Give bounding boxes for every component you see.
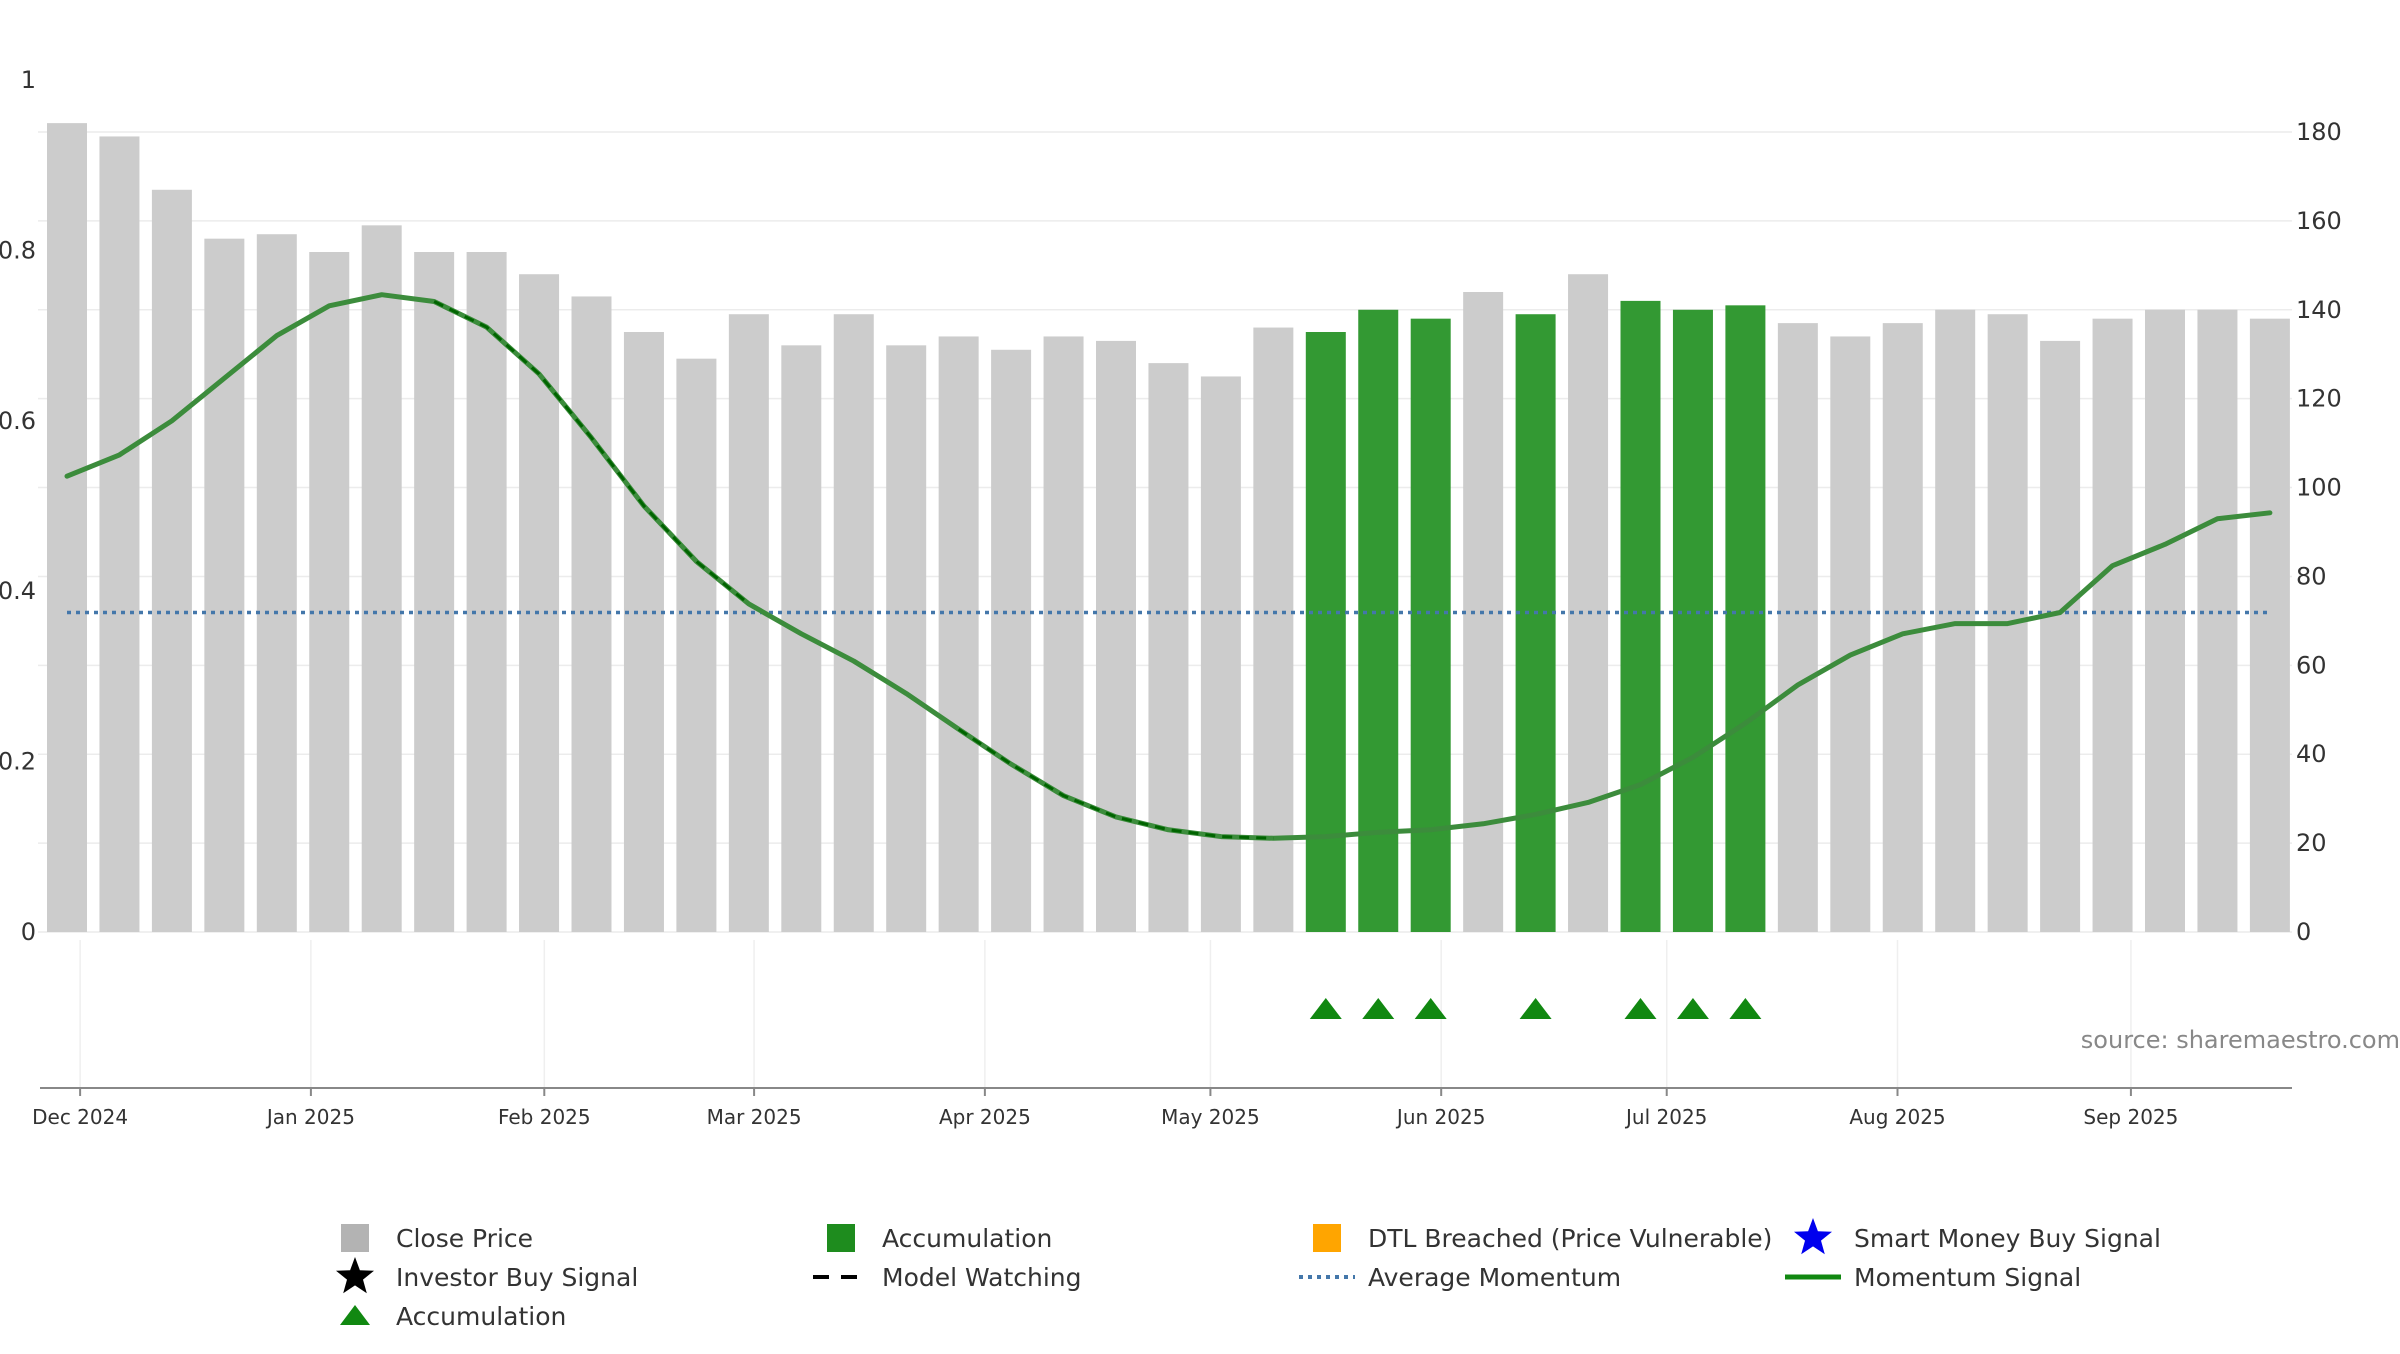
legend-label: Model Watching [882,1263,1082,1292]
momentum-signal-line [64,292,2273,841]
right-axis-tick-label: 120 [2296,385,2342,413]
close-price-bar [1777,323,1818,933]
accumulation-triangle-icon [1519,998,1552,1019]
accumulation-triangle-icon [1676,998,1709,1019]
x-axis-tick-label: Jan 2025 [265,1105,355,1129]
close-price-bar [623,332,664,932]
legend-label: Close Price [396,1224,533,1253]
right-axis-tick-label: 0 [2296,918,2311,946]
x-axis-tick-label: Jun 2025 [1395,1105,1486,1129]
close-price-bar [886,345,927,932]
accumulation-bar [1672,309,1713,932]
legend-label: Momentum Signal [1854,1263,2081,1292]
close-price-bar [1253,327,1294,932]
close-price-bar [1043,336,1084,932]
legend-green-triangle-icon [340,1305,370,1325]
close-price-bar [1882,323,1923,933]
close-price-bar [1568,274,1609,932]
right-axis-tick-label: 40 [2296,740,2327,768]
x-axis-tick-label: Feb 2025 [498,1105,591,1129]
legend: Close Price Accumulation DTL Breached (Pri… [336,1218,2161,1331]
close-price-bar [2040,340,2081,932]
legend-close-price-swatch [341,1224,369,1252]
legend-label: DTL Breached (Price Vulnerable) [1368,1224,1772,1253]
x-axis-tick-label: Aug 2025 [1849,1105,1945,1129]
accumulation-bar [1725,305,1766,932]
x-axis-tick-label: Mar 2025 [707,1105,802,1129]
x-axis-tick-label: Dec 2024 [32,1105,128,1129]
x-axis-tick-label: Jul 2025 [1624,1105,1707,1129]
close-price-bar [466,252,507,932]
legend-label: Investor Buy Signal [396,1263,638,1292]
accumulation-triangle-icon [1309,998,1342,1019]
close-price-bar [728,314,769,932]
legend-label: Average Momentum [1368,1263,1621,1292]
left-axis-tick-label: 0.8 [0,236,36,264]
accumulation-markers [1309,998,1762,1019]
left-axis-tick-label: 0 [21,918,36,946]
accumulation-triangle-icon [1729,998,1762,1019]
close-price-bar [519,274,560,932]
right-axis-tick-label: 160 [2296,207,2342,235]
x-axis-tick-label: Apr 2025 [939,1105,1031,1129]
accumulation-bar [1358,309,1399,932]
right-axis-tick-label: 60 [2296,651,2327,679]
left-axis-tick-label: 0.4 [0,577,36,605]
source-label: source: sharemaestro.com [2081,1026,2400,1054]
right-axis-tick-label: 100 [2296,474,2342,502]
left-axis-tick-label: 0.2 [0,748,36,776]
close-price-bar [47,123,87,933]
legend-accumulation-swatch [827,1224,855,1252]
right-axis-tick-label: 140 [2296,296,2342,324]
close-price-bar [2249,318,2290,933]
close-price-bar [1148,363,1189,933]
close-price-bar [938,336,979,932]
close-price-bars [47,123,2290,933]
close-price-bar [414,252,455,932]
close-price-bar [833,314,874,932]
legend-blue-star-icon [1794,1218,1832,1255]
accumulation-bar [1620,300,1661,932]
right-axis-tick-label: 80 [2296,562,2327,590]
close-price-bar [1830,336,1871,932]
legend-black-star-icon [336,1257,374,1294]
close-price-bar [256,234,297,932]
accumulation-triangle-icon [1414,998,1447,1019]
close-price-bar [1096,340,1136,932]
close-price-bar [204,238,245,932]
x-axis-tick-label: Sep 2025 [2083,1105,2178,1129]
right-axis-tick-label: 180 [2296,118,2342,146]
close-price-bar [361,225,402,933]
model-watching-dashed-segment [433,300,750,606]
accumulation-bar [1305,332,1346,932]
axes: 0 0.2 0.4 0.6 0.8 1 0 20 40 60 80 100 120 140 160 180 De… [0,66,2342,1129]
close-price-bar [2092,318,2133,933]
close-price-bar [99,136,140,932]
close-price-bar [991,349,1032,932]
close-price-bar [1200,376,1241,932]
close-price-bar [2197,309,2238,932]
right-axis-tick-label: 20 [2296,829,2327,857]
accumulation-bar [1410,318,1451,933]
legend-label: Accumulation [882,1224,1052,1253]
close-price-bar [2145,309,2185,932]
left-axis-tick-label: 1 [21,66,36,94]
legend-label: Smart Money Buy Signal [1854,1224,2161,1253]
close-price-bar [676,358,717,933]
x-axis-tick-label: May 2025 [1161,1105,1260,1129]
legend-dtl-swatch [1313,1224,1341,1252]
close-price-bar [151,189,192,932]
accumulation-bar [1515,314,1556,932]
close-price-bar [1935,309,1976,932]
left-axis-tick-label: 0.6 [0,407,36,435]
legend-label: Accumulation [396,1302,566,1331]
accumulation-triangle-icon [1624,998,1657,1019]
close-price-bar [309,252,350,932]
accumulation-triangle-icon [1362,998,1395,1019]
